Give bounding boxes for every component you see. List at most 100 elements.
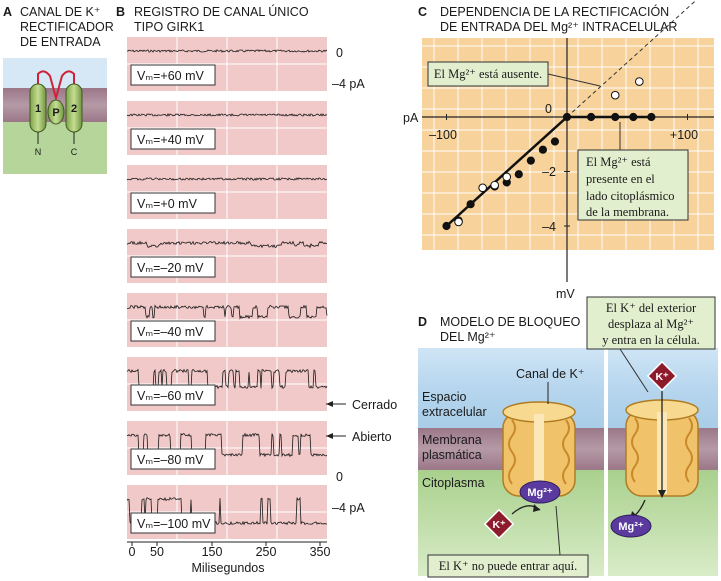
panel-a-letter: A xyxy=(3,5,12,19)
panel-b-title-line-1: REGISTRO DE CANAL ÚNICO xyxy=(134,4,309,19)
chart-point-filled xyxy=(466,200,475,209)
mg-ion-blocking-label: Mg²⁺ xyxy=(527,487,553,499)
trace-line xyxy=(126,49,327,53)
x-tick-350: 350 xyxy=(310,545,331,559)
trace-voltage-box xyxy=(130,320,216,342)
mg-ion-displaced xyxy=(610,514,652,538)
trace-voltage-label: Vₘ=–40 mV xyxy=(137,325,204,339)
trace-voltage-label: Vₘ=+0 mV xyxy=(137,197,198,211)
chart-point-open xyxy=(610,90,620,100)
k-ion-entering-diamond xyxy=(646,360,678,392)
trace-panel: Vₘ=–60 mV xyxy=(126,357,328,411)
k-blocked-arrowhead xyxy=(533,504,540,512)
chart-y-tick-0: 0 xyxy=(545,102,552,116)
chart-point-filled xyxy=(550,137,560,146)
trace-line xyxy=(126,240,328,249)
panel-a-cytoplasm xyxy=(3,122,107,174)
chart-point-filled xyxy=(647,112,656,122)
trace-voltage-box xyxy=(130,64,216,86)
chart-point-open xyxy=(490,180,500,190)
panel-a-p-loop xyxy=(37,70,75,102)
chart-points xyxy=(442,77,656,231)
label-channel: Canal de K⁺ xyxy=(516,367,584,381)
callout-top-line-3: y entra en la célula. xyxy=(602,333,700,347)
chart-point-filled xyxy=(442,221,451,231)
chart-point-open xyxy=(635,77,644,86)
chart-point-filled xyxy=(611,112,620,122)
trace-panel: Vₘ=–100 mV xyxy=(126,485,328,539)
trace-line xyxy=(126,177,328,181)
callout-absent: El Mg²⁺ está ausente. xyxy=(427,61,601,87)
channel-open xyxy=(625,390,699,498)
scale-top-zero: 0 xyxy=(336,46,343,60)
trace-line xyxy=(126,368,328,390)
scale-bottom-minus4: –4 pA xyxy=(332,501,365,515)
open-label: Abierto xyxy=(352,430,392,444)
callout-bottom-pointer xyxy=(555,505,561,556)
label-cytoplasm: Citoplasma xyxy=(422,476,485,490)
chart-line-mg-absent xyxy=(566,0,698,118)
chart-point-open xyxy=(502,172,512,182)
channel-blocked-pore xyxy=(534,414,544,494)
callout-absent-text: El Mg²⁺ está ausente. xyxy=(434,67,542,81)
closed-label: Cerrado xyxy=(352,398,397,412)
closed-arrowhead xyxy=(326,401,333,407)
trace-line xyxy=(126,432,328,458)
trace-voltage-label: Vₘ=–60 mV xyxy=(137,389,204,403)
trace-voltage-label: Vₘ=–20 mV xyxy=(137,261,204,275)
panel-c-title-line-1: DEPENDENCIA DE LA RECTIFICACIÓN xyxy=(440,4,669,19)
channel-blocked-helix-l xyxy=(508,419,516,485)
channel-blocked-helix-r xyxy=(562,419,570,485)
panel-d-title-line-2: DEL Mg²⁺ xyxy=(440,330,495,344)
panel-a: A CANAL DE K⁺ RECTIFICADOR DE ENTRADA 1 … xyxy=(3,5,114,174)
channel-open-helix-l xyxy=(631,417,639,483)
panel-a-n-label: N xyxy=(35,147,42,157)
x-tick-0: 0 xyxy=(129,545,136,559)
callout-top-pointer xyxy=(619,348,649,393)
k-ion-blocked-diamond xyxy=(483,508,515,540)
trace-voltage-box xyxy=(130,256,216,278)
k-ion-blocked: K⁺ xyxy=(483,508,515,540)
callout-present-line-1: El Mg²⁺ está xyxy=(586,155,651,169)
panel-a-helix-2-label: 2 xyxy=(71,103,77,115)
trace-voltage-box xyxy=(130,384,216,406)
trace-panel: Vₘ=–20 mV xyxy=(126,229,328,283)
panel-d-title-line-1: MODELO DE BLOQUEO xyxy=(440,315,581,329)
panel-d: D MODELO DE BLOQUEO DEL Mg²⁺ Mg²⁺ K⁺ xyxy=(418,296,718,578)
trace-panel: Vₘ=+40 mV xyxy=(126,101,328,155)
channel-open-helix-r xyxy=(685,417,693,483)
chart-x-tick-minus100: –100 xyxy=(429,128,457,142)
trace-panel: Vₘ=+60 mV xyxy=(126,37,327,91)
callout-present: El Mg²⁺ está presente en el lado citoplá… xyxy=(577,122,689,221)
panel-c-letter: C xyxy=(418,5,427,19)
scene-blocked: Mg²⁺ K⁺ Espacio extracelular Membrana pl… xyxy=(418,348,604,578)
k-ion-entering: K⁺ xyxy=(646,360,678,392)
panel-c-title-line-2: DE ENTRADA DEL Mg²⁺ INTRACELULAR xyxy=(440,20,677,34)
chart-line-mg-present-negative xyxy=(445,116,568,227)
chart-point-open xyxy=(478,183,487,193)
callout-top-line-1: El K⁺ del exterior xyxy=(606,301,697,315)
mg-ion-displaced-label: Mg²⁺ xyxy=(618,521,644,533)
label-membrane-2: plasmática xyxy=(422,448,482,462)
chart-point-filled xyxy=(526,156,535,165)
panel-d-letter: D xyxy=(418,315,427,329)
trace-panel: Vₘ=+0 mV xyxy=(126,165,328,219)
callout-present-line-3: lado citoplásmico xyxy=(586,189,675,203)
trace-stack: Vₘ=+60 mV Vₘ=+40 mV Vₘ=+0 mV Vₘ=–20 mV Vₘ=–4… xyxy=(126,37,328,546)
chart-y-tick-minus4: –4 xyxy=(542,220,556,234)
panel-a-extracellular xyxy=(3,58,107,88)
panel-a-title-line-2: RECTIFICADOR xyxy=(20,20,114,34)
open-arrowhead xyxy=(326,433,333,439)
callout-present-line-2: presente en el xyxy=(586,172,655,186)
label-extracellular-2: extracelular xyxy=(422,405,487,419)
k-ion-entering-label: K⁺ xyxy=(655,371,669,383)
k-entry-arrowhead xyxy=(658,490,666,498)
trace-voltage-box xyxy=(130,448,216,470)
trace-voltage-label: Vₘ=+40 mV xyxy=(137,133,205,147)
channel-blocked xyxy=(502,401,576,497)
panel-c: C DEPENDENCIA DE LA RECTIFICACIÓN DE ENT… xyxy=(403,0,714,301)
chart-point-filled xyxy=(587,112,596,122)
chart-y-axis-label: pA xyxy=(403,111,419,125)
panel-a-title-line-1: CANAL DE K⁺ xyxy=(20,5,100,19)
